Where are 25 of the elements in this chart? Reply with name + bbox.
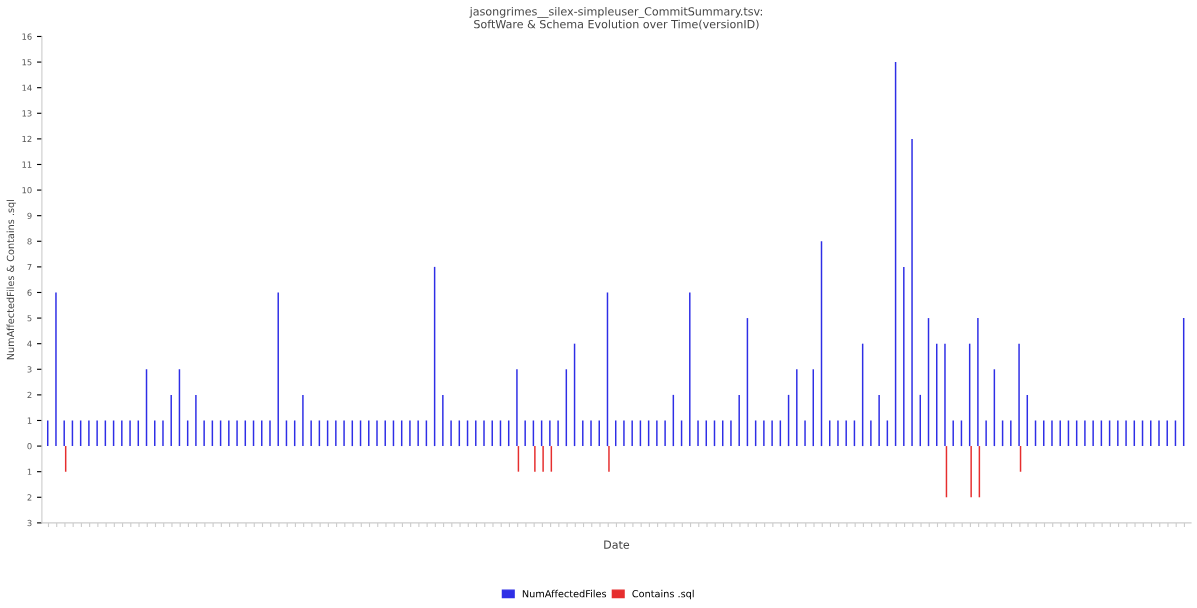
y-tick-label: 0 — [27, 443, 32, 450]
y-axis-title: NumAffectedFiles & Contains .sql — [6, 200, 17, 360]
y-tick-label: 5 — [27, 315, 32, 322]
x-axis-title: Date — [604, 540, 630, 549]
y-tick-label: 1 — [27, 417, 32, 424]
y-tick-label: 8 — [27, 238, 32, 245]
y-tick-label: 15 — [22, 59, 32, 66]
y-tick-label: 6 — [27, 289, 32, 296]
y-tick-label: 12 — [22, 135, 32, 143]
y-tick-label: 2 — [27, 391, 32, 399]
y-tick-label: 3 — [27, 519, 32, 527]
legend-label: Contains .sql — [632, 589, 694, 600]
y-tick-label: 7 — [27, 263, 32, 271]
y-tick-label: 16 — [22, 33, 32, 40]
y-tick-label: 3 — [27, 366, 32, 373]
y-tick-label: 9 — [27, 212, 32, 219]
legend-label: NumAffectedFiles — [522, 589, 607, 598]
y-tick-label: 2 — [27, 494, 32, 501]
y-tick-label: 11 — [22, 161, 32, 168]
y-tick-label: 4 — [27, 340, 32, 347]
y-tick-label: 1 — [27, 468, 32, 475]
y-tick-label: 13 — [22, 110, 32, 117]
y-tick-label: 14 — [22, 84, 32, 91]
chart-title: jasongrimes__silex-simpleuser_CommitSummary.tsv: SoftWare & Schema Evolution over Time(versionID) — [469, 6, 762, 30]
y-tick-label: 10 — [22, 187, 32, 194]
